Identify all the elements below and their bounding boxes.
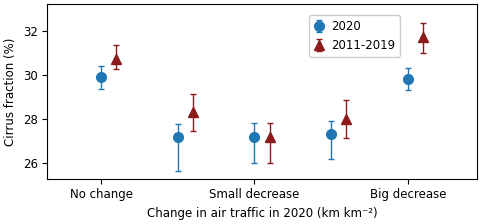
X-axis label: Change in air traffic in 2020 (km km⁻²): Change in air traffic in 2020 (km km⁻²) [146,207,377,220]
Legend: 2020, 2011-2019: 2020, 2011-2019 [308,15,399,57]
Y-axis label: Cirrus fraction (%): Cirrus fraction (%) [4,37,17,146]
